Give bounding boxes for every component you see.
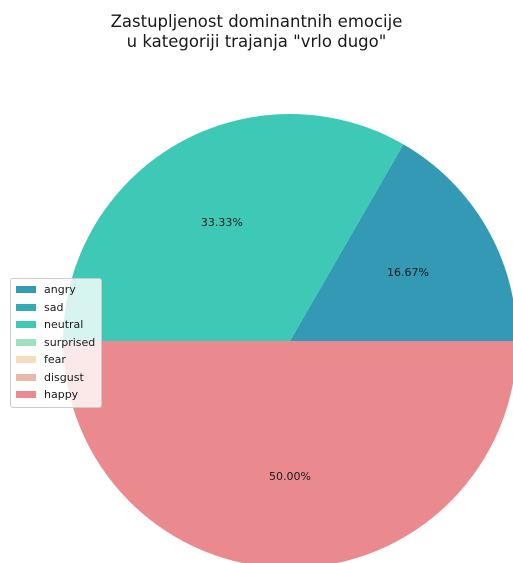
legend-label-sad: sad (44, 300, 64, 314)
legend-label-angry: angry (44, 283, 76, 297)
legend-swatch-happy (16, 391, 36, 399)
pie-slice-neutral (62, 114, 404, 341)
legend-item-fear: fear (16, 351, 95, 369)
legend-item-disgust: disgust (16, 369, 95, 387)
legend-swatch-surprised (16, 338, 36, 346)
legend-swatch-angry (16, 286, 36, 294)
chart-title: Zastupljenost dominantnih emocije u kate… (0, 12, 513, 52)
pie-slice-happy (63, 341, 513, 563)
legend-swatch-fear (16, 356, 36, 364)
chart-title-line-1: Zastupljenost dominantnih emocije (110, 12, 403, 31)
legend-label-surprised: surprised (44, 335, 96, 349)
legend-swatch-disgust (16, 373, 36, 381)
chart-title-line-2: u kategoriji trajanja "vrlo dugo" (126, 32, 387, 51)
legend-label-disgust: disgust (44, 370, 84, 384)
legend-item-sad: sad (16, 299, 95, 317)
legend-label-happy: happy (44, 388, 79, 402)
legend-item-angry: angry (16, 281, 95, 299)
legend: angry sad neutral surprised fear disgust happy (10, 278, 103, 408)
legend-swatch-sad (16, 303, 36, 311)
slice-label-happy: 50.00% (269, 470, 311, 483)
legend-item-neutral: neutral (16, 316, 95, 334)
slice-label-angry: 16.67% (387, 266, 429, 279)
legend-item-surprised: surprised (16, 334, 95, 352)
slice-label-neutral: 33.33% (201, 216, 243, 229)
legend-item-happy: happy (16, 386, 95, 404)
legend-label-fear: fear (44, 353, 66, 367)
legend-label-neutral: neutral (44, 318, 84, 332)
legend-swatch-neutral (16, 321, 36, 329)
pie-slice-angry (290, 144, 513, 341)
